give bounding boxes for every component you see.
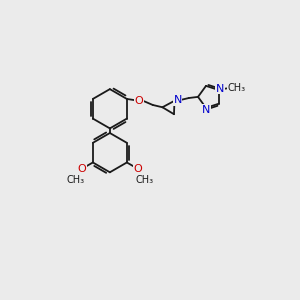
Text: O: O — [77, 164, 86, 174]
Text: N: N — [173, 95, 182, 105]
Text: CH₃: CH₃ — [66, 175, 85, 185]
Text: CH₃: CH₃ — [228, 83, 246, 93]
Text: N: N — [202, 105, 211, 115]
Text: O: O — [134, 164, 142, 174]
Text: CH₃: CH₃ — [135, 175, 153, 185]
Text: O: O — [134, 96, 143, 106]
Text: N: N — [216, 84, 224, 94]
